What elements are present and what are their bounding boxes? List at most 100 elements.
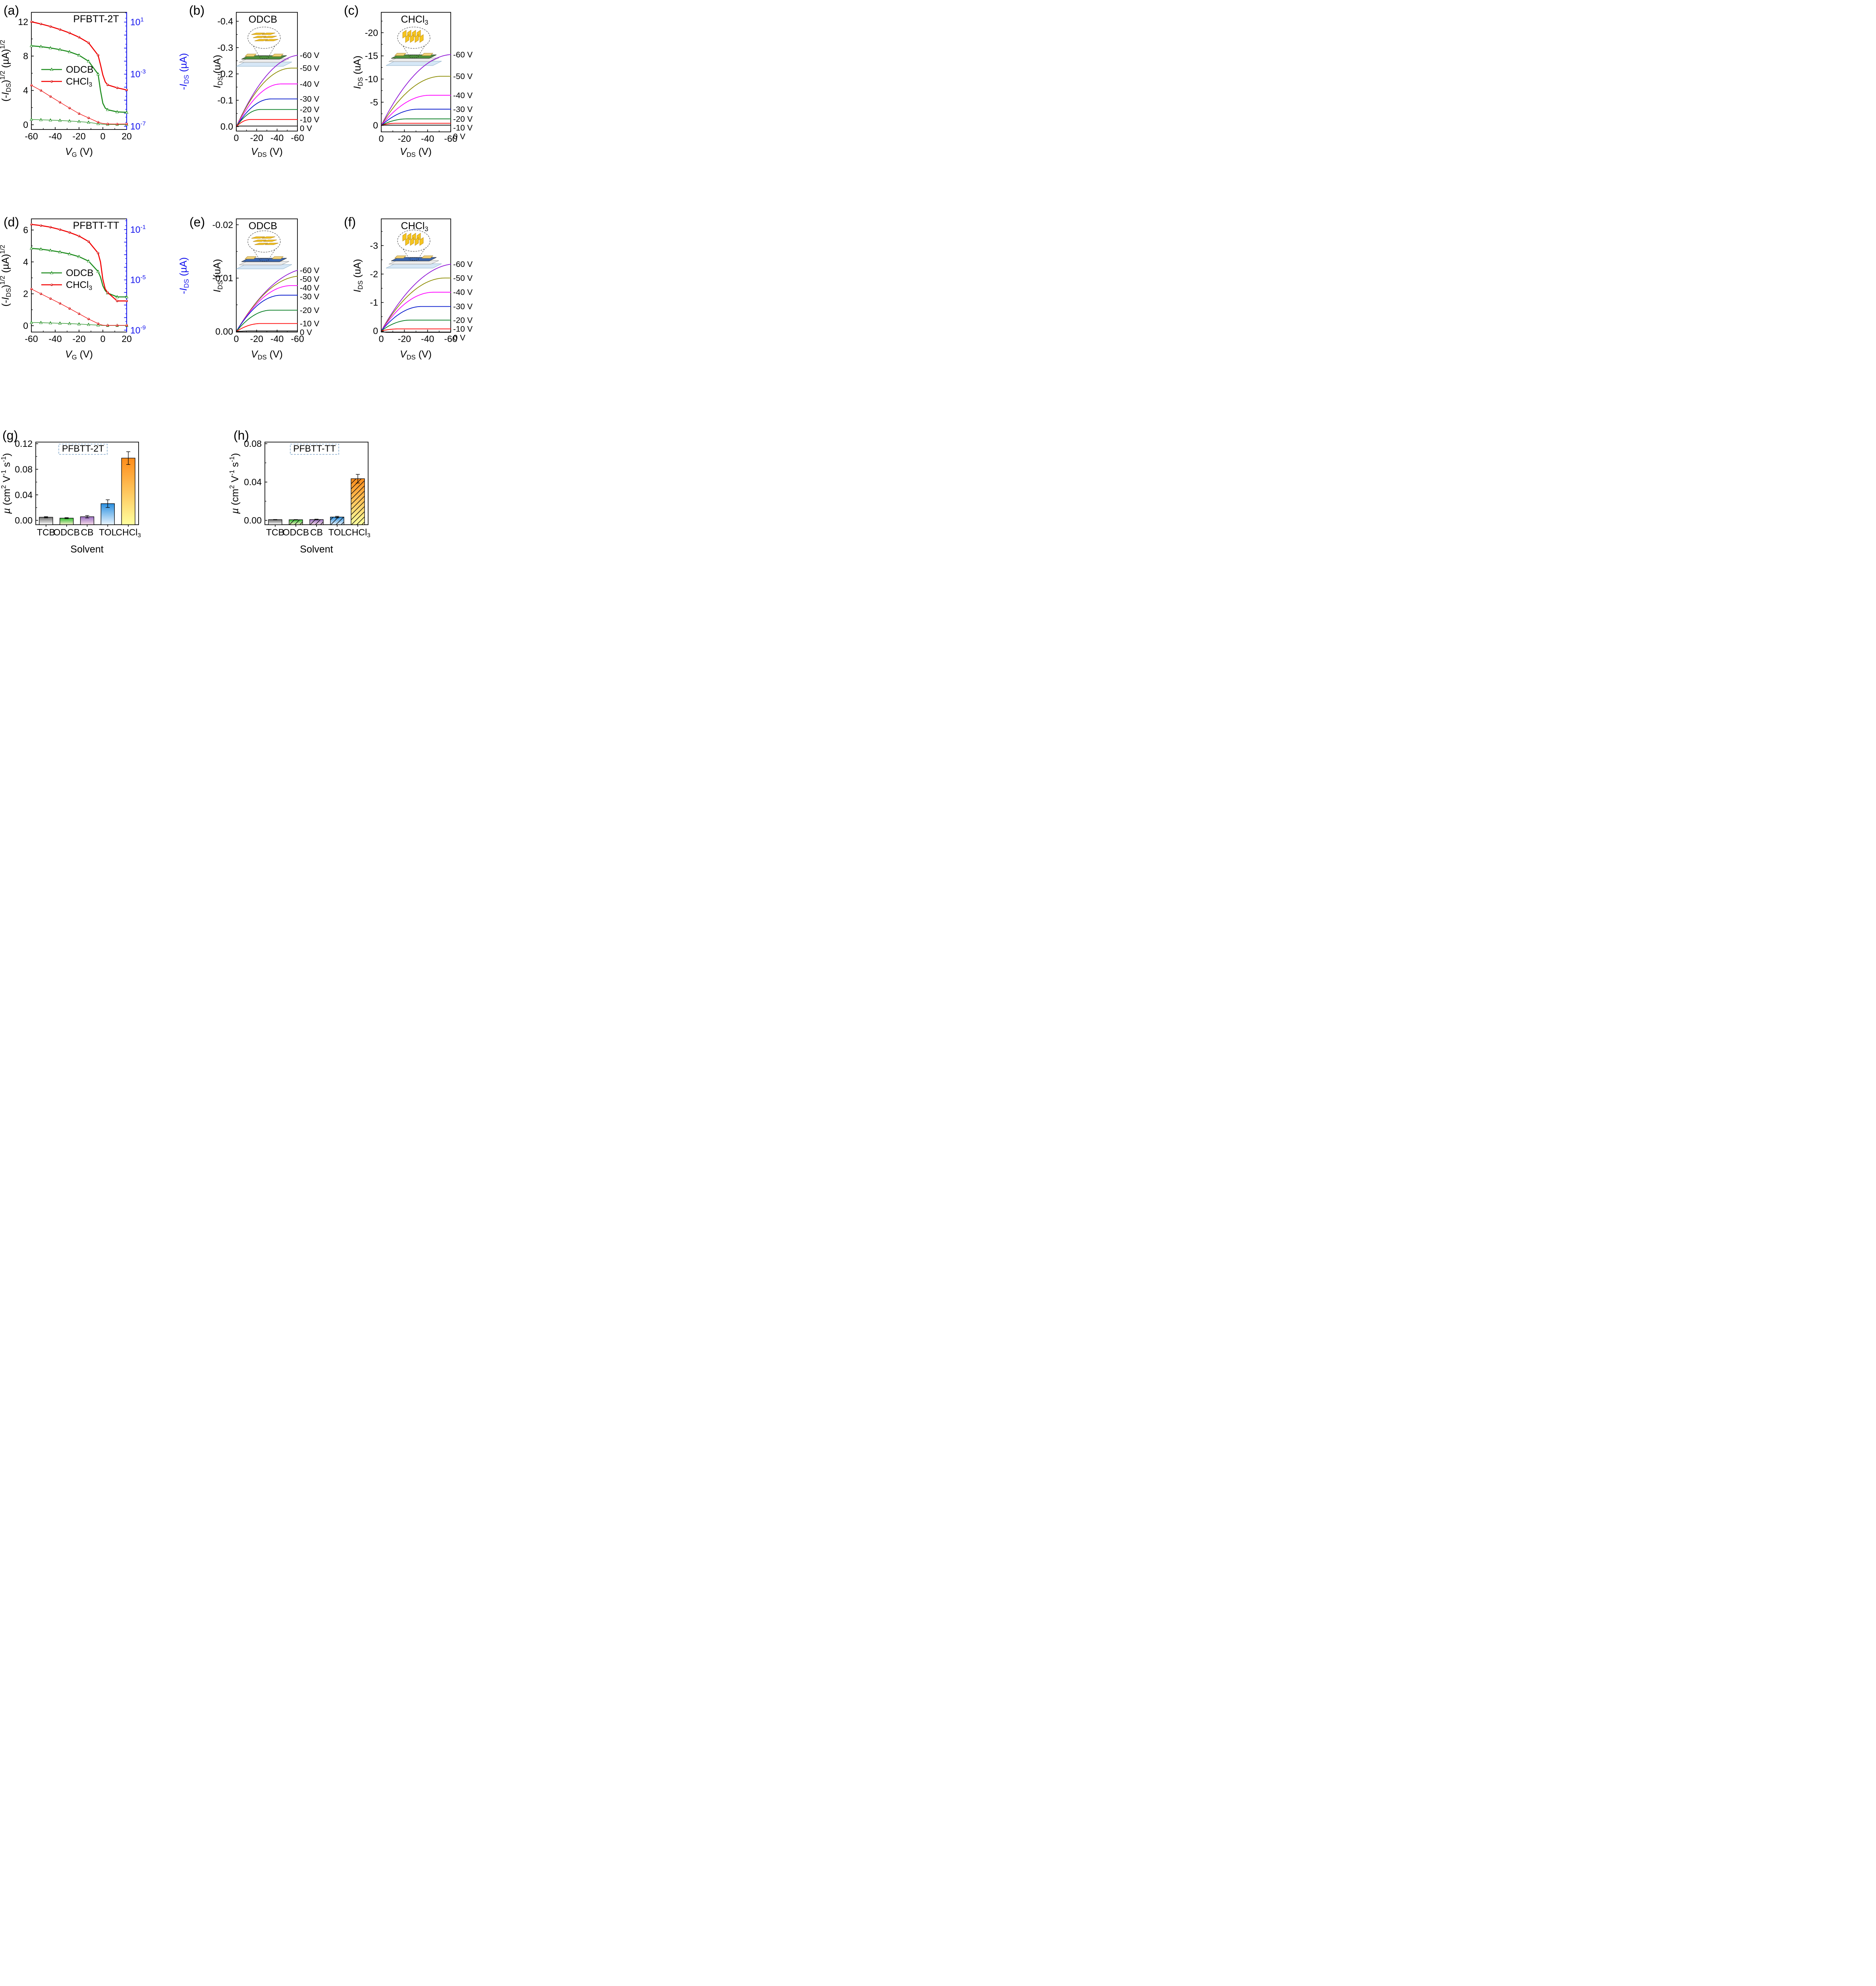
marker-triangle-top (78, 120, 80, 122)
gate-voltage-label: -30 V (453, 105, 473, 114)
marker-sphere (68, 31, 71, 34)
marker-sphere (68, 307, 71, 310)
y-axis-title: IDS (uA) (352, 259, 364, 292)
marker-sphere (87, 41, 90, 44)
electrode (394, 255, 407, 259)
connector-line (268, 46, 275, 58)
marker-triangle-top (69, 252, 70, 254)
x-axis-title: Solvent (300, 544, 333, 555)
x-tick-label: -60 (291, 334, 304, 344)
marker-sphere (50, 283, 53, 286)
y-tick-label: -2 (370, 269, 378, 279)
curve-chcl3-sqrt (31, 85, 127, 125)
output-curve-vg-60 (236, 55, 298, 127)
y-tick-label: -20 (365, 27, 378, 38)
marker-sphere (58, 101, 61, 104)
x-tick-label: -40 (48, 334, 62, 344)
marker-sphere (58, 228, 61, 231)
gate-voltage-label: 0 V (453, 333, 465, 342)
x-tick-label: -20 (250, 334, 263, 344)
bar-category-label: TCB (266, 527, 284, 537)
marker-triangle-top (31, 321, 32, 323)
marker-triangle-top (97, 72, 99, 74)
x-tick-label: -40 (421, 334, 434, 344)
lamella-sheet-edge (415, 34, 419, 43)
output-curve-vg-10 (381, 123, 451, 126)
x-tick-label: -60 (25, 131, 38, 141)
bar-1 (60, 518, 74, 525)
output-curve-vg-10 (236, 119, 298, 127)
bar-category-label: TOL (328, 527, 346, 537)
electrode (271, 54, 284, 57)
output-curve-vg-60 (381, 264, 451, 331)
bar-hatch-4 (351, 479, 365, 525)
lamella-sheet-edge (410, 237, 414, 246)
panel-f-chart: -3 -2 -1 00 -20 -40 -60 IDS (uA) VDS (V) CHCl3 -60… (352, 218, 473, 361)
gate-voltage-label: -30 V (453, 302, 473, 311)
legend-label: CHCl3 (66, 280, 92, 292)
lamella-sheet-face (254, 243, 268, 245)
marker-triangle-top (88, 60, 89, 62)
marker-triangle-top (50, 118, 51, 120)
gate-voltage-label: -60 V (453, 260, 473, 269)
y-tick-label: -0.02 (212, 220, 233, 230)
marker-triangle-top (69, 50, 70, 52)
lamella-sheet-edge (410, 34, 414, 43)
y-axis-title: IDS (uA) (212, 55, 224, 88)
marker-sphere (106, 83, 109, 86)
bar-category-label: ODCB (283, 527, 309, 537)
marker-sphere (106, 291, 109, 294)
electrode (271, 256, 284, 259)
y-tick-label: -0.2 (217, 69, 233, 79)
output-curve-vg-50 (236, 68, 298, 127)
gate-voltage-label: -50 V (300, 64, 319, 73)
marker-triangle-top (31, 44, 32, 46)
marker-triangle-top (50, 321, 51, 323)
right-tick-label: 101 (130, 16, 144, 27)
output-curve-vg-20 (381, 118, 451, 126)
output-curve-vg-10 (381, 328, 451, 331)
electrode (244, 256, 257, 259)
marker-sphere (68, 231, 71, 234)
bar-0 (39, 517, 53, 525)
y-tick-label: -10 (365, 74, 378, 84)
marker-sphere (116, 299, 119, 302)
panel-title: PFBTT-TT (73, 220, 120, 231)
lamella-sheet-edge (405, 34, 409, 43)
marker-sphere (106, 324, 109, 327)
x-axis-title: VDS (V) (251, 349, 283, 361)
panel-d-chart: 0 2 4 6 -60 -40 -20 0 20 10-1 10-5 10-9 (-IDS)1/2 (µ… (0, 218, 190, 361)
bar-hatch-3 (330, 517, 344, 525)
lamella-sheet-face (261, 33, 276, 35)
gate-voltage-label: -60 V (300, 266, 319, 275)
bar-0 (268, 519, 282, 525)
panel-title: CHCl3 (401, 220, 428, 233)
legend-label: CHCl3 (66, 76, 92, 88)
x-axis-title: VG (V) (65, 349, 93, 361)
marker-triangle-top (78, 54, 80, 55)
marker-sphere (39, 23, 42, 25)
marker-triangle-top (59, 322, 61, 323)
channel-ellipse (409, 55, 419, 58)
gate-voltage-label: -40 V (300, 283, 319, 292)
y-tick-label: 0 (373, 326, 378, 336)
panel-title: PFBTT-2T (73, 14, 119, 25)
marker-triangle-top (88, 323, 89, 325)
x-axis-title: VDS (V) (400, 349, 432, 361)
marker-triangle-top (78, 255, 80, 257)
x-tick-label: -60 (444, 334, 457, 344)
panel-letter-c: (c) (344, 3, 359, 17)
marker-sphere (49, 226, 52, 228)
panel-letter-g: (g) (2, 428, 18, 442)
output-curve-vg-10 (236, 323, 298, 332)
y-tick-label: -0.4 (217, 16, 233, 27)
x-tick-label: -20 (398, 133, 411, 144)
left-axis-title: (-IDS)1/2 (µA)1/2 (0, 245, 12, 306)
gate-voltage-label: 0 V (300, 328, 312, 337)
marker-sphere (58, 28, 61, 31)
x-axis-title: VDS (V) (251, 146, 283, 158)
x-axis-title: Solvent (70, 544, 103, 555)
output-curve-vg0 (381, 125, 451, 126)
x-tick-label: -20 (250, 133, 263, 143)
